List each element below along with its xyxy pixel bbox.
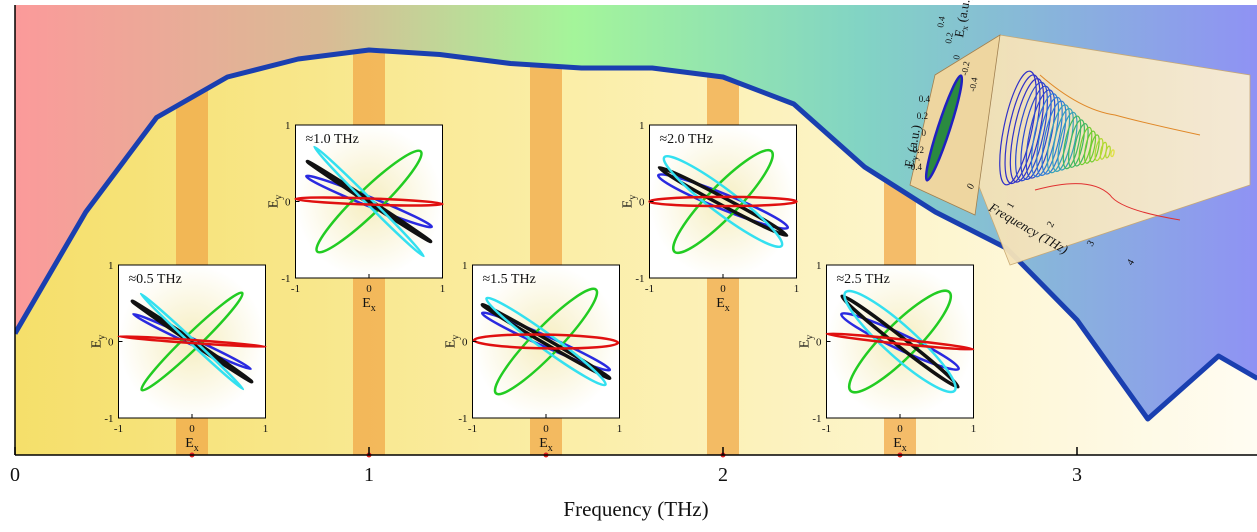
ey-tick-label: -0.2	[910, 145, 924, 155]
inset-x-tick-label: -1	[645, 283, 654, 295]
ey-tick-label: 0.2	[917, 111, 928, 121]
x-tick-label: 2	[718, 464, 728, 486]
ex-tick-label: 0.2	[943, 32, 955, 45]
inset-y-tick-label: 1	[816, 260, 822, 272]
inset-x-tick-label: -1	[468, 423, 477, 435]
inset-x-tick-label: 1	[617, 423, 623, 435]
inset-label: ≈2.5 THz	[837, 272, 890, 287]
inset-label: ≈1.0 THz	[306, 132, 359, 147]
inset-x-tick-label: 0	[543, 423, 549, 435]
inset-y-tick-label: -1	[458, 413, 467, 425]
inset-x-tick-label: -1	[822, 423, 831, 435]
label-base: E	[716, 296, 725, 311]
inset-y-tick-label: 1	[285, 120, 291, 132]
inset-y-tick-label: 1	[639, 120, 645, 132]
inset-y-tick-label: 0	[462, 337, 468, 349]
inset-label: ≈0.5 THz	[129, 272, 182, 287]
label-base: E	[798, 340, 813, 349]
label-sub: y	[628, 195, 639, 200]
label-base: E	[362, 296, 371, 311]
label-sub: y	[805, 335, 816, 340]
label-sub: y	[97, 335, 108, 340]
inset-label: ≈2.0 THz	[660, 132, 713, 147]
label-base: E	[185, 436, 194, 451]
label-base: E	[267, 200, 282, 209]
x-axis-label: Frequency (THz)	[563, 497, 708, 521]
x-tick-label: 3	[1072, 464, 1082, 486]
inset-x-tick-label: 1	[794, 283, 800, 295]
inset-frame	[650, 125, 797, 278]
label-sub: x	[548, 443, 553, 454]
inset-x-tick-label: 0	[189, 423, 195, 435]
inset-y-tick-label: 1	[462, 260, 468, 272]
label-sub: y	[274, 195, 285, 200]
inset-frame	[473, 265, 620, 418]
inset-y-tick-label: 0	[816, 337, 822, 349]
ex-tick-label: 0.4	[935, 15, 947, 28]
label-sub: x	[725, 303, 730, 314]
inset-x-tick-label: -1	[291, 283, 300, 295]
label-sub: x	[371, 303, 376, 314]
inset-y-tick-label: -1	[281, 273, 290, 285]
inset-x-tick-label: 0	[366, 283, 372, 295]
ey-tick-label: 0	[922, 128, 927, 138]
chart: 0123Frequency (THz)-1-10011≈0.5 THzExEy-…	[0, 0, 1257, 527]
x-tick-label: 0	[10, 464, 20, 486]
inset-x-tick-label: 0	[720, 283, 726, 295]
label-base: E	[539, 436, 548, 451]
label-base: E	[893, 436, 902, 451]
inset-label: ≈1.5 THz	[483, 272, 536, 287]
inset-y-tick-label: -1	[812, 413, 821, 425]
label-base: E	[90, 340, 105, 349]
x-tick-label: 1	[364, 464, 374, 486]
label-sub: x	[902, 443, 907, 454]
page: {"chart_data":{"type":"line", "x":[0,0.2…	[0, 0, 1257, 532]
label-base: E	[444, 340, 459, 349]
inset-x-tick-label: 0	[897, 423, 903, 435]
ey-tick-label: 0.4	[919, 94, 931, 104]
inset-y-tick-label: 0	[639, 197, 645, 209]
inset-x-tick-label: 1	[440, 283, 446, 295]
inset-y-tick-label: -1	[635, 273, 644, 285]
label-sub: y	[451, 335, 462, 340]
ey-tick-label: -0.4	[908, 162, 923, 172]
inset-x-tick-label: 1	[971, 423, 977, 435]
inset-y-tick-label: 1	[108, 260, 114, 272]
inset-y-tick-label: -1	[104, 413, 113, 425]
inset-x-tick-label: -1	[114, 423, 123, 435]
inset-frame	[827, 265, 974, 418]
inset-x-tick-label: 1	[263, 423, 269, 435]
inset-y-tick-label: 0	[108, 337, 114, 349]
label-base: E	[621, 200, 636, 209]
inset-y-tick-label: 0	[285, 197, 291, 209]
label-sub: x	[194, 443, 199, 454]
